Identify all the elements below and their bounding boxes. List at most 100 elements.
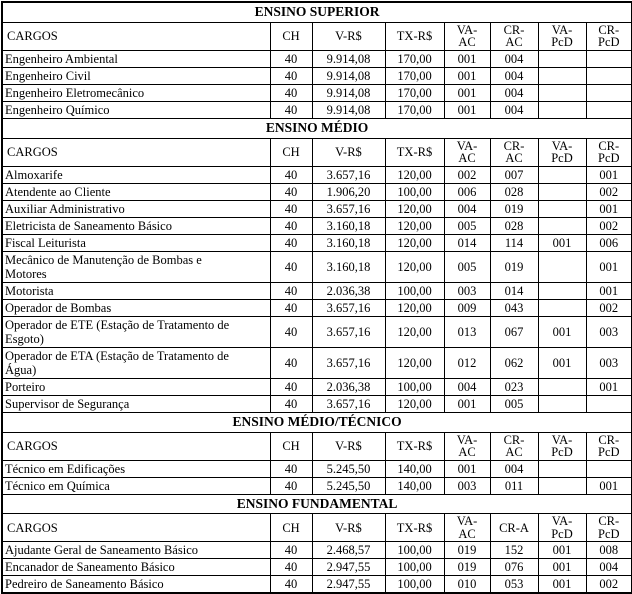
value-cell: 170,00 [384, 83, 445, 102]
value-cell: 1.906,20 [311, 182, 386, 201]
value-cell: 003 [443, 476, 491, 495]
value-cell: 40 [269, 83, 313, 102]
cargo-cell: Engenheiro Químico [1, 100, 271, 119]
value-cell: 012 [443, 346, 491, 379]
value-cell: 001 [443, 49, 491, 68]
value-cell: 40 [269, 100, 313, 119]
cargo-cell: Eletricista de Saneamento Básico [1, 216, 271, 235]
table-row: Ajudante Geral de Saneamento Básico 40 2.4… [1, 541, 632, 560]
value-cell: 100,00 [384, 377, 445, 396]
value-cell: 028 [489, 182, 539, 201]
value-cell: 40 [269, 165, 313, 184]
value-cell: 2.036,38 [311, 377, 386, 396]
value-cell: 120,00 [384, 165, 445, 184]
cargo-cell: Porteiro [1, 377, 271, 396]
value-cell: 2.947,55 [311, 558, 386, 577]
column-header: VA- AC [443, 513, 491, 543]
column-header: CARGOS [1, 431, 271, 461]
value-cell: 40 [269, 558, 313, 577]
column-header: VA- AC [443, 137, 491, 167]
section-title: ENSINO SUPERIOR [1, 1, 632, 23]
value-cell: 3.657,16 [311, 315, 386, 348]
table-row: Engenheiro Ambiental 40 9.914,08 170,00 001 0… [1, 49, 632, 68]
value-cell: 170,00 [384, 66, 445, 85]
value-cell [537, 250, 587, 283]
column-header: CR- AC [489, 137, 539, 167]
value-cell: 120,00 [384, 199, 445, 218]
value-cell: 053 [489, 575, 539, 594]
table-row: Pedreiro de Saneamento Básico 40 2.947,55 1… [1, 575, 632, 594]
value-cell [537, 182, 587, 201]
value-cell [585, 83, 632, 102]
value-cell: 40 [269, 394, 313, 413]
value-cell [585, 49, 632, 68]
table-row: Operador de ETE (Estação de Tratamento d… [1, 315, 632, 348]
value-cell: 40 [269, 541, 313, 560]
cargo-cell: Operador de ETA (Estação de Tratamento d… [1, 346, 271, 379]
value-cell: 40 [269, 298, 313, 317]
value-cell: 001 [537, 233, 587, 252]
column-header: CR- PcD [585, 431, 632, 461]
value-cell: 120,00 [384, 250, 445, 283]
value-cell: 40 [269, 459, 313, 478]
column-header: TX-R$ [384, 513, 445, 543]
value-cell: 006 [585, 233, 632, 252]
value-cell: 2.947,55 [311, 575, 386, 594]
value-cell: 028 [489, 216, 539, 235]
cargo-cell: Técnico em Química [1, 476, 271, 495]
value-cell: 023 [489, 377, 539, 396]
value-cell: 40 [269, 233, 313, 252]
table-row: Supervisor de Segurança 40 3.657,16 120,00 0… [1, 394, 632, 413]
cargo-cell: Auxiliar Administrativo [1, 199, 271, 218]
value-cell: 001 [537, 346, 587, 379]
value-cell: 120,00 [384, 346, 445, 379]
table-row: Engenheiro Eletromecânico 40 9.914,08 170,0… [1, 83, 632, 102]
table-row: Eletricista de Saneamento Básico 40 3.160,… [1, 216, 632, 235]
cargo-cell: Técnico em Edificações [1, 459, 271, 478]
value-cell [585, 394, 632, 413]
section-title-row: ENSINO MÉDIO/TÉCNICO [1, 411, 632, 433]
column-header: CARGOS [1, 137, 271, 167]
cargo-cell: Mecânico de Manutenção de Bombas e Motor… [1, 250, 271, 283]
value-cell: 019 [489, 199, 539, 218]
value-cell: 40 [269, 49, 313, 68]
value-cell [537, 66, 587, 85]
value-cell: 002 [585, 182, 632, 201]
column-header: V-R$ [311, 137, 386, 167]
section-title: ENSINO FUNDAMENTAL [1, 493, 632, 515]
cargo-cell: Engenheiro Civil [1, 66, 271, 85]
value-cell: 120,00 [384, 233, 445, 252]
value-cell: 100,00 [384, 541, 445, 560]
table-row: Operador de ETA (Estação de Tratamento d… [1, 346, 632, 379]
value-cell: 001 [585, 281, 632, 300]
table-row: Operador de Bombas 40 3.657,16 120,00 009 043… [1, 298, 632, 317]
value-cell: 40 [269, 182, 313, 201]
column-header: CR- PcD [585, 513, 632, 543]
cargo-cell: Fiscal Leiturista [1, 233, 271, 252]
value-cell [585, 459, 632, 478]
column-header: VA- AC [443, 431, 491, 461]
value-cell: 013 [443, 315, 491, 348]
value-cell: 004 [443, 377, 491, 396]
table-row: Engenheiro Civil 40 9.914,08 170,00 001 004 [1, 66, 632, 85]
value-cell: 014 [489, 281, 539, 300]
value-cell: 019 [489, 250, 539, 283]
cargo-cell: Motorista [1, 281, 271, 300]
value-cell: 001 [537, 575, 587, 594]
value-cell: 004 [443, 199, 491, 218]
value-cell: 3.657,16 [311, 298, 386, 317]
value-cell: 001 [443, 394, 491, 413]
value-cell [537, 298, 587, 317]
value-cell [537, 476, 587, 495]
column-header: VA- PcD [537, 21, 587, 51]
table-row: Encanador de Saneamento Básico 40 2.947,55… [1, 558, 632, 577]
value-cell [537, 281, 587, 300]
value-cell [537, 459, 587, 478]
value-cell: 40 [269, 315, 313, 348]
table-row: Atendente ao Cliente 40 1.906,20 100,00 006 0… [1, 182, 632, 201]
table-row: Auxiliar Administrativo 40 3.657,16 120,00 0… [1, 199, 632, 218]
value-cell: 010 [443, 575, 491, 594]
value-cell [585, 100, 632, 119]
value-cell [537, 216, 587, 235]
